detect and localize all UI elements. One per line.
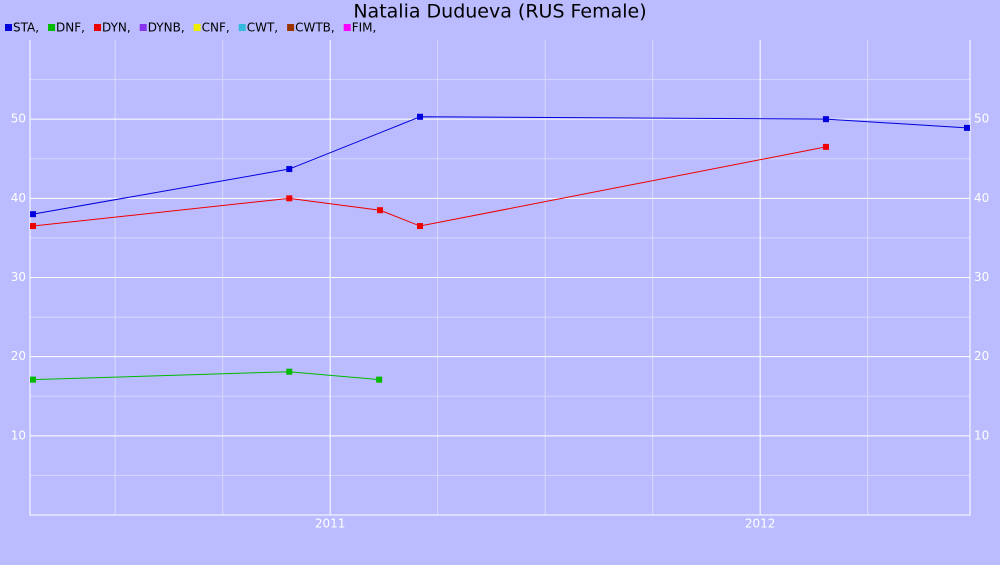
- point-marker: [417, 113, 424, 120]
- point-marker: [30, 223, 37, 230]
- point-marker: [822, 143, 829, 150]
- point-marker: [30, 211, 37, 218]
- y-tick-label: 50: [11, 112, 26, 126]
- point-marker: [822, 116, 829, 123]
- legend-swatch: [193, 24, 201, 31]
- legend-label: FIM,: [352, 21, 377, 35]
- chart-title: Natalia Dudueva (RUS Female): [353, 1, 646, 23]
- y2-tick-label: 20: [974, 349, 989, 363]
- legend-swatch: [238, 24, 246, 31]
- legend-label: CWTB,: [295, 21, 335, 35]
- y2-tick-label: 40: [974, 191, 989, 205]
- y-tick-label: 40: [11, 191, 26, 205]
- y2-tick-label: 10: [974, 428, 989, 442]
- legend-swatch: [93, 24, 101, 31]
- legend-label: STA,: [13, 21, 39, 35]
- legend-label: DYN,: [102, 21, 131, 35]
- y-tick-label: 10: [11, 428, 26, 442]
- y2-tick-label: 30: [974, 270, 989, 284]
- plot-frame: [29, 40, 971, 516]
- point-marker: [286, 195, 293, 202]
- legend-swatch: [287, 24, 295, 31]
- legend-label: DNF,: [56, 21, 85, 35]
- legend-swatch: [48, 24, 56, 31]
- legend-label: CNF,: [202, 21, 230, 35]
- point-marker: [377, 207, 384, 214]
- x-tick-label: 2011: [315, 517, 346, 531]
- legend-swatch: [343, 24, 351, 31]
- legend-swatch: [139, 24, 147, 31]
- point-marker: [417, 223, 424, 230]
- point-marker: [963, 124, 970, 131]
- y-tick-label: 30: [11, 270, 26, 284]
- point-marker: [376, 376, 383, 383]
- legend-label: CWT,: [247, 21, 278, 35]
- x-tick-label: 2012: [745, 517, 776, 531]
- point-marker: [286, 166, 293, 173]
- y-tick-label: 20: [11, 349, 26, 363]
- point-marker: [286, 368, 293, 375]
- legend-label: DYNB,: [148, 21, 185, 35]
- legend-swatch: [5, 24, 12, 31]
- point-marker: [30, 376, 37, 383]
- y2-tick-label: 50: [974, 112, 989, 126]
